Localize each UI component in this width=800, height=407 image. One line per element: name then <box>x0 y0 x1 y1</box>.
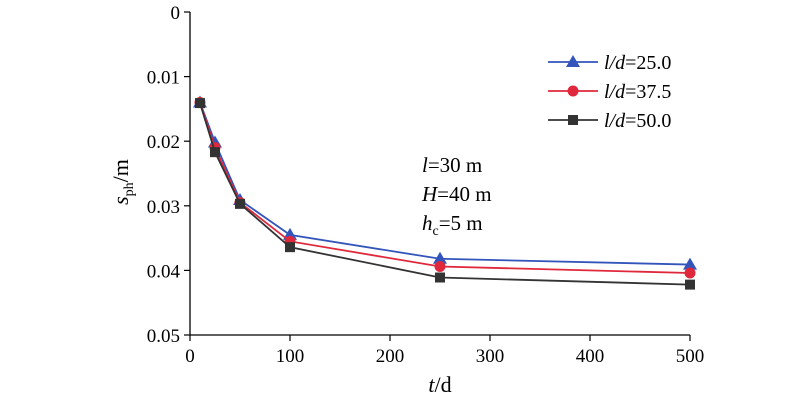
x-tick-label: 300 <box>476 346 505 367</box>
x-axis-var: t <box>428 372 435 397</box>
legend-label-value: =25.0 <box>625 52 671 74</box>
annotation-sub: c <box>433 224 439 239</box>
legend-item: l/d=50.0 <box>548 110 671 132</box>
x-tick-label: 0 <box>185 346 195 367</box>
ticks <box>184 11 691 341</box>
legend-label: l/d=37.5 <box>604 81 671 103</box>
legend-label-var: l/d <box>604 81 626 103</box>
data-point <box>235 198 245 209</box>
annotation-value: =5 m <box>439 211 483 235</box>
series-line <box>199 102 691 274</box>
x-axis-title: t/d <box>428 372 451 397</box>
legend-item: l/d=37.5 <box>548 81 671 103</box>
legend-label-var: l/d <box>604 110 626 132</box>
data-point <box>684 267 696 279</box>
legend-swatch-marker <box>567 85 579 97</box>
series-line <box>199 102 691 286</box>
y-tick-label: 0.01 <box>147 68 180 89</box>
annotation-1: l=30 m <box>422 153 482 177</box>
y-axis-unit: /m <box>108 159 133 182</box>
legend-swatch-marker <box>568 115 578 125</box>
data-point <box>195 98 205 109</box>
annotation-value: =30 m <box>428 153 482 177</box>
series-line <box>199 102 691 266</box>
y-axis-title: sph/m <box>108 159 137 205</box>
legend-label-value: =37.5 <box>625 81 671 103</box>
legend: l/d=25.0l/d=37.5l/d=50.0 <box>548 52 671 132</box>
legend-label-value: =50.0 <box>625 110 671 132</box>
annotation-value: =40 m <box>437 182 491 206</box>
legend-swatch-marker <box>566 55 580 67</box>
annotation-2: H=40 m <box>421 182 492 206</box>
series-3 <box>195 98 695 290</box>
annotation-var: H <box>421 182 439 206</box>
series-group <box>193 95 697 290</box>
data-point <box>683 257 697 270</box>
data-point <box>685 279 695 290</box>
y-tick-label: 0.04 <box>147 261 181 282</box>
data-point <box>434 261 446 273</box>
x-tick-label: 100 <box>276 346 305 367</box>
tick-labels: 0 100 200 300 400 500 0 0.01 0.02 0.03 0.04 0.05 <box>147 3 705 367</box>
legend-label: l/d=25.0 <box>604 52 671 74</box>
annotation-var: l <box>422 153 428 177</box>
data-point <box>433 251 447 264</box>
annotation-3: hc=5 m <box>422 211 483 239</box>
legend-label: l/d=50.0 <box>604 110 671 132</box>
x-tick-label: 400 <box>576 346 605 367</box>
data-point <box>435 272 445 283</box>
y-tick-label: 0 <box>171 3 181 24</box>
data-point <box>285 242 295 253</box>
data-point <box>283 227 297 240</box>
y-tick-label: 0.02 <box>147 132 180 153</box>
legend-item: l/d=25.0 <box>548 52 671 74</box>
x-axis-unit: /d <box>435 372 452 397</box>
axes <box>189 12 690 336</box>
annotations: l=30 mH=40 mhc=5 m <box>421 153 492 239</box>
y-tick-label: 0.05 <box>147 326 180 347</box>
y-axis-sub: ph <box>122 182 137 196</box>
y-tick-label: 0.03 <box>147 197 180 218</box>
x-tick-label: 200 <box>376 346 405 367</box>
data-point <box>210 147 220 158</box>
x-tick-label: 500 <box>676 346 705 367</box>
legend-label-var: l/d <box>604 52 626 74</box>
y-axis-var: s <box>108 196 133 205</box>
annotation-var: h <box>422 211 433 235</box>
